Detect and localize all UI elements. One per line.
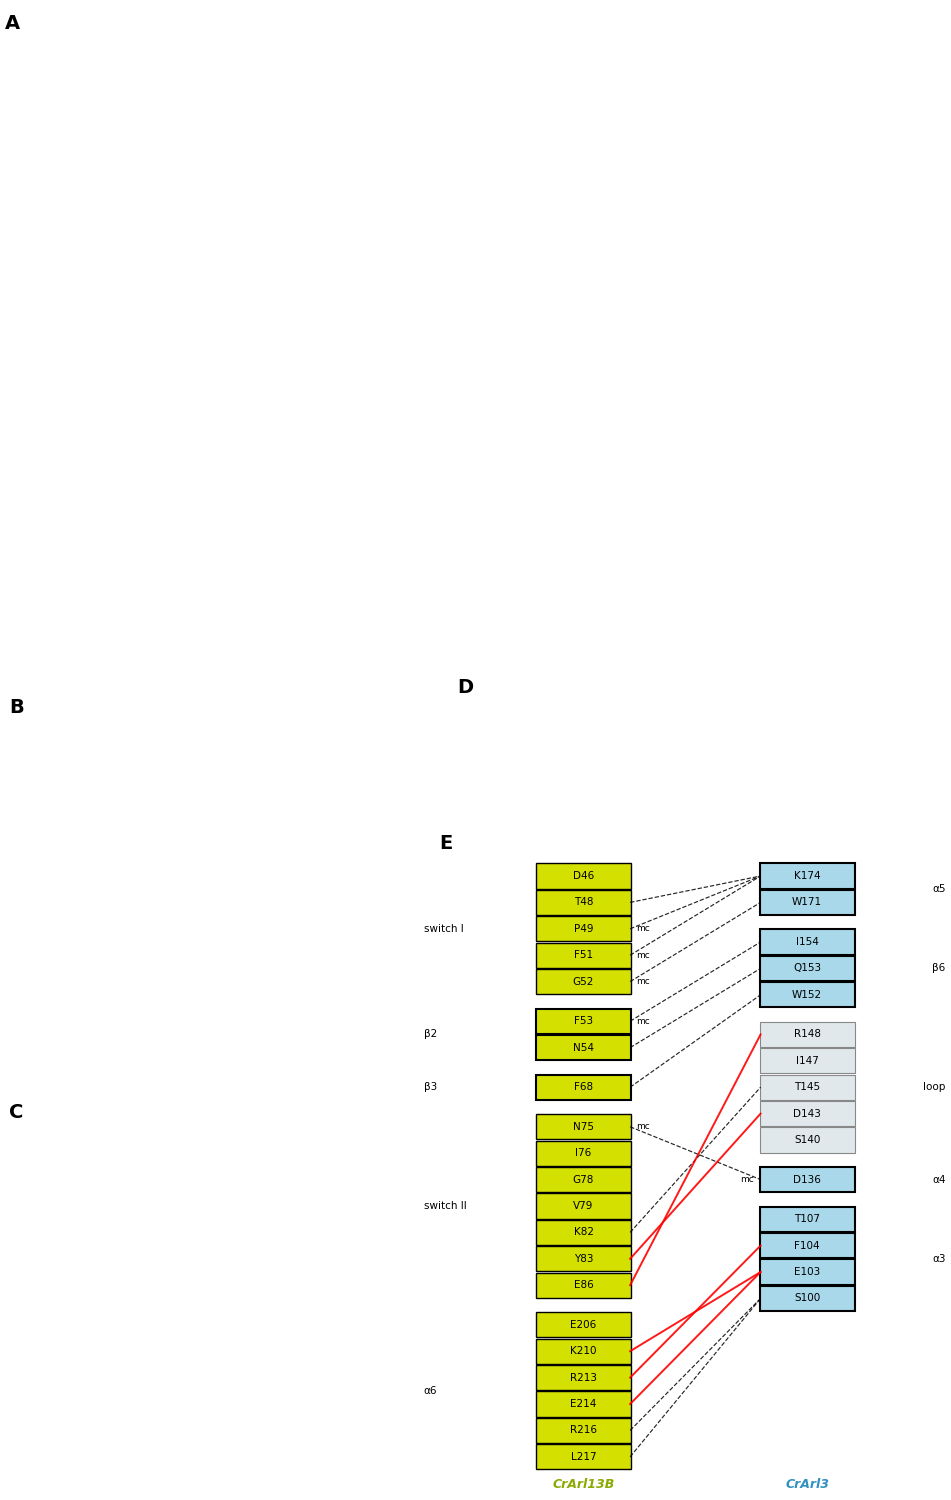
Text: α6: α6 [424,1386,437,1396]
Text: D46: D46 [573,871,594,880]
Text: Y83: Y83 [573,1254,593,1264]
Text: β3: β3 [424,1082,437,1092]
Text: T48: T48 [573,897,593,908]
FancyBboxPatch shape [760,890,855,915]
Text: α3: α3 [932,1254,945,1264]
Text: T107: T107 [794,1214,820,1224]
Text: L217: L217 [571,1452,596,1462]
FancyBboxPatch shape [535,1444,631,1470]
FancyBboxPatch shape [535,1312,631,1338]
FancyBboxPatch shape [760,956,855,981]
Text: K210: K210 [571,1346,597,1356]
Text: E86: E86 [573,1280,593,1290]
FancyBboxPatch shape [535,916,631,942]
FancyBboxPatch shape [760,1128,855,1152]
FancyBboxPatch shape [535,1338,631,1364]
Text: mc: mc [741,1174,754,1184]
Text: F51: F51 [574,950,593,960]
FancyBboxPatch shape [535,1272,631,1298]
Text: mc: mc [636,1017,650,1026]
Text: R213: R213 [570,1372,597,1383]
Text: N75: N75 [573,1122,594,1132]
Text: I76: I76 [575,1148,592,1158]
Text: CrArl13B: CrArl13B [553,1479,614,1491]
FancyBboxPatch shape [535,1074,631,1100]
Text: F104: F104 [794,1240,820,1251]
Text: Q153: Q153 [793,963,822,974]
FancyBboxPatch shape [535,1365,631,1390]
Text: E103: E103 [794,1268,821,1276]
FancyBboxPatch shape [535,1167,631,1192]
Text: S100: S100 [794,1293,821,1304]
FancyBboxPatch shape [760,1206,855,1231]
Text: D: D [457,678,474,698]
Text: β2: β2 [424,1029,437,1039]
Text: E206: E206 [571,1320,596,1330]
FancyBboxPatch shape [535,1392,631,1416]
Text: mc: mc [636,924,650,933]
FancyBboxPatch shape [760,864,855,888]
Text: F68: F68 [574,1082,593,1092]
Text: D136: D136 [793,1174,821,1185]
FancyBboxPatch shape [535,1418,631,1443]
FancyBboxPatch shape [760,1048,855,1074]
Text: α4: α4 [932,1174,945,1185]
FancyBboxPatch shape [760,1167,855,1192]
Text: switch II: switch II [424,1202,467,1210]
Text: W152: W152 [792,990,823,1000]
FancyBboxPatch shape [535,1220,631,1245]
Text: E: E [439,834,453,854]
Text: β6: β6 [932,963,945,974]
Text: K174: K174 [794,871,821,880]
Text: V79: V79 [573,1202,593,1210]
FancyBboxPatch shape [535,890,631,915]
Text: R216: R216 [570,1425,597,1436]
FancyBboxPatch shape [760,982,855,1008]
Text: C: C [9,1102,24,1122]
Text: S140: S140 [794,1136,821,1144]
FancyBboxPatch shape [535,864,631,888]
FancyBboxPatch shape [760,1101,855,1126]
Text: switch I: switch I [424,924,463,934]
FancyBboxPatch shape [535,1008,631,1034]
Text: N54: N54 [573,1042,594,1053]
FancyBboxPatch shape [760,1286,855,1311]
Text: R148: R148 [794,1029,821,1039]
FancyBboxPatch shape [535,942,631,968]
Text: F53: F53 [574,1016,593,1026]
Text: CrArl3: CrArl3 [786,1479,829,1491]
FancyBboxPatch shape [760,1074,855,1100]
Text: P49: P49 [573,924,593,934]
Text: W171: W171 [792,897,823,908]
Text: K82: K82 [573,1227,593,1238]
Text: E214: E214 [571,1400,596,1408]
FancyBboxPatch shape [760,930,855,954]
Text: α5: α5 [932,884,945,894]
Text: I147: I147 [796,1056,819,1066]
Text: I154: I154 [796,938,819,946]
Text: T145: T145 [794,1082,821,1092]
FancyBboxPatch shape [760,1233,855,1258]
FancyBboxPatch shape [760,1260,855,1284]
Text: D143: D143 [793,1108,821,1119]
Text: G52: G52 [573,976,594,987]
Text: mc: mc [636,976,650,986]
FancyBboxPatch shape [535,1035,631,1060]
Text: A: A [5,13,20,33]
FancyBboxPatch shape [535,1140,631,1166]
FancyBboxPatch shape [535,969,631,994]
Text: mc: mc [636,1122,650,1131]
FancyBboxPatch shape [535,1194,631,1218]
FancyBboxPatch shape [535,1114,631,1140]
Text: B: B [10,698,25,717]
Text: mc: mc [636,951,650,960]
Text: loop: loop [923,1082,945,1092]
FancyBboxPatch shape [760,1022,855,1047]
FancyBboxPatch shape [535,1246,631,1272]
Text: G78: G78 [573,1174,594,1185]
